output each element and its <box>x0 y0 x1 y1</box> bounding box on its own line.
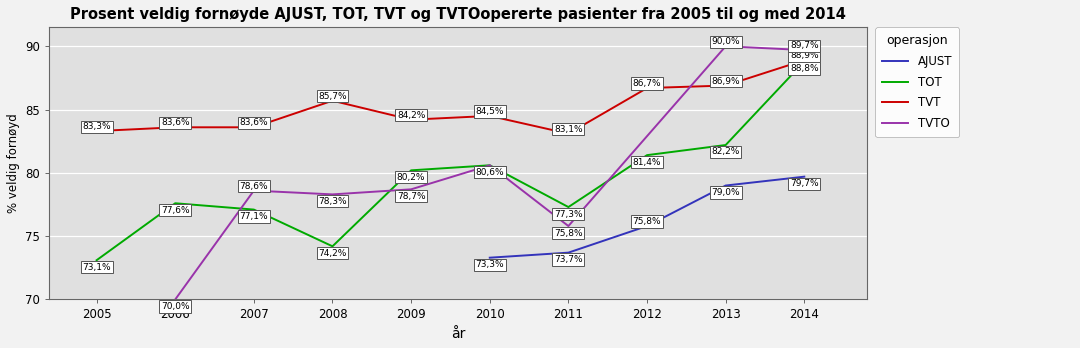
Text: 79,0%: 79,0% <box>712 188 740 197</box>
Text: 83,6%: 83,6% <box>240 118 268 127</box>
Text: 86,9%: 86,9% <box>712 77 740 86</box>
Text: 80,6%: 80,6% <box>475 168 504 177</box>
Text: 75,8%: 75,8% <box>633 217 661 226</box>
Text: 78,6%: 78,6% <box>240 182 268 191</box>
Text: 82,2%: 82,2% <box>712 148 740 157</box>
Text: 75,8%: 75,8% <box>554 229 583 237</box>
Text: 84,5%: 84,5% <box>475 107 504 116</box>
Text: 83,6%: 83,6% <box>161 118 189 127</box>
Text: 70,0%: 70,0% <box>161 302 189 311</box>
Text: 83,3%: 83,3% <box>82 122 111 131</box>
Text: 80,2%: 80,2% <box>396 173 426 182</box>
Text: 78,7%: 78,7% <box>396 192 426 201</box>
Text: 77,1%: 77,1% <box>240 212 268 221</box>
Text: 78,3%: 78,3% <box>319 197 347 206</box>
Y-axis label: % veldig fornøyd: % veldig fornøyd <box>6 113 19 213</box>
Text: 77,3%: 77,3% <box>554 209 583 219</box>
Text: 81,4%: 81,4% <box>633 158 661 167</box>
Title: Prosent veldig fornøyde AJUST, TOT, TVT og TVTOopererte pasienter fra 2005 til o: Prosent veldig fornøyde AJUST, TOT, TVT … <box>70 7 847 22</box>
Text: 80,6%: 80,6% <box>475 168 504 177</box>
Text: 74,2%: 74,2% <box>319 249 347 258</box>
Text: 88,9%: 88,9% <box>789 51 819 60</box>
Legend: AJUST, TOT, TVT, TVTO: AJUST, TOT, TVT, TVTO <box>876 27 959 137</box>
Text: 79,7%: 79,7% <box>789 179 819 188</box>
X-axis label: år: år <box>451 327 465 341</box>
Text: 73,3%: 73,3% <box>475 260 504 269</box>
Text: 86,7%: 86,7% <box>633 79 661 88</box>
Text: 88,8%: 88,8% <box>789 64 819 73</box>
Text: 89,7%: 89,7% <box>789 41 819 50</box>
Text: 83,1%: 83,1% <box>554 125 583 134</box>
Text: 90,0%: 90,0% <box>712 37 740 46</box>
Text: 84,2%: 84,2% <box>397 111 426 120</box>
Text: 73,7%: 73,7% <box>554 255 583 264</box>
Text: 85,7%: 85,7% <box>319 92 347 101</box>
Text: 77,6%: 77,6% <box>161 206 189 215</box>
Text: 73,1%: 73,1% <box>82 263 111 272</box>
